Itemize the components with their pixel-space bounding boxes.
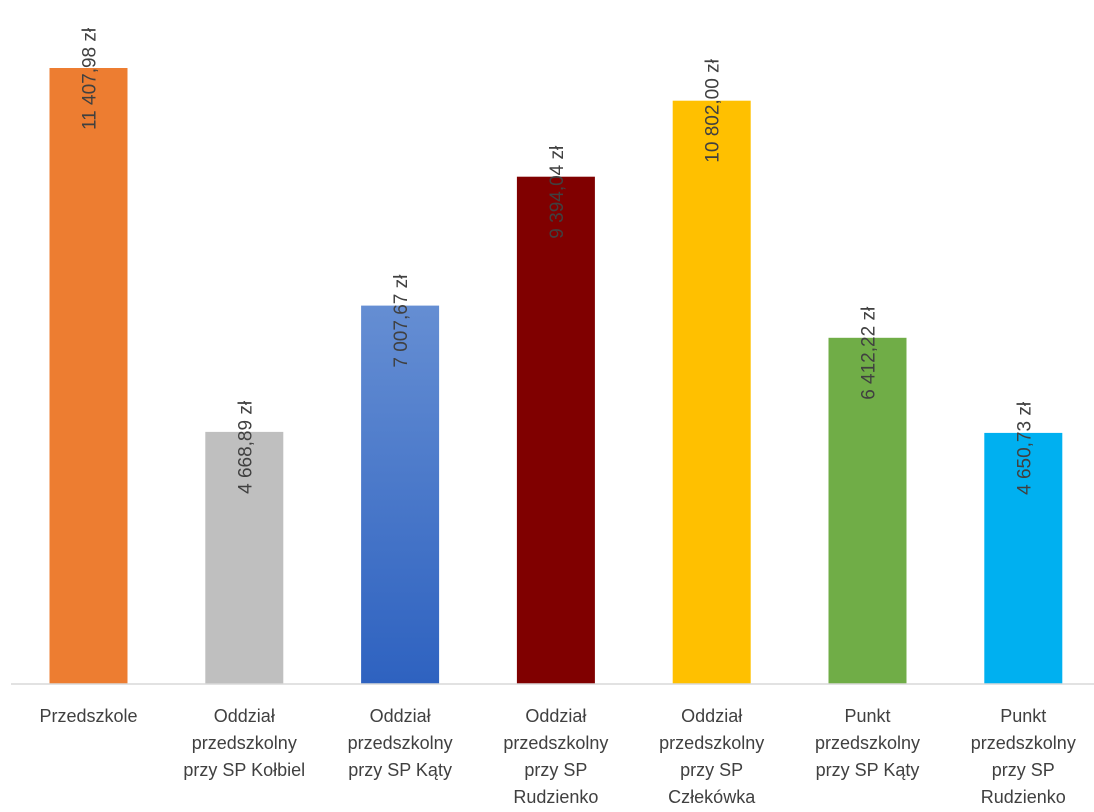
- bar-6: [828, 337, 907, 684]
- bar-1: [49, 68, 128, 684]
- bar-3: [361, 305, 440, 684]
- data-label-4: 9 394,04 zł: [547, 145, 568, 239]
- bar-7: [984, 432, 1063, 684]
- category-label-1: Przedszkole: [39, 706, 137, 726]
- category-label-7: Punkt przedszkolny przy SP Rudzienko: [971, 706, 1076, 807]
- category-label-4: Oddział przedszkolny przy SP Rudzienko: [503, 706, 608, 807]
- bar-5: [672, 100, 751, 684]
- category-label-3: Oddział przedszkolny przy SP Kąty: [348, 706, 453, 780]
- category-label-2: Oddział przedszkolny przy SP Kołbiel: [183, 706, 305, 780]
- category-label-5: Oddział przedszkolny przy SP Człekówka: [659, 706, 764, 807]
- category-labels-group: Przedszkole Oddział przedszkolny przy SP Ko…: [39, 706, 1075, 807]
- data-label-7: 4 650,73 zł: [1014, 401, 1035, 495]
- data-label-1: 11 407,98 zł: [80, 27, 101, 130]
- data-label-6: 6 412,22 zł: [859, 306, 880, 400]
- bars-group: [49, 68, 1063, 684]
- data-label-3: 7 007,67 zł: [391, 274, 412, 368]
- bar-4: [516, 176, 595, 684]
- data-label-2: 4 668,89 zł: [235, 400, 256, 494]
- category-label-6: Punkt przedszkolny przy SP Kąty: [815, 706, 920, 780]
- data-labels-group: 11 407,98 zł 4 668,89 zł 7 007,67 zł 9 394,…: [80, 27, 1036, 495]
- bar-2: [205, 431, 284, 684]
- data-label-5: 10 802,00 zł: [703, 58, 724, 162]
